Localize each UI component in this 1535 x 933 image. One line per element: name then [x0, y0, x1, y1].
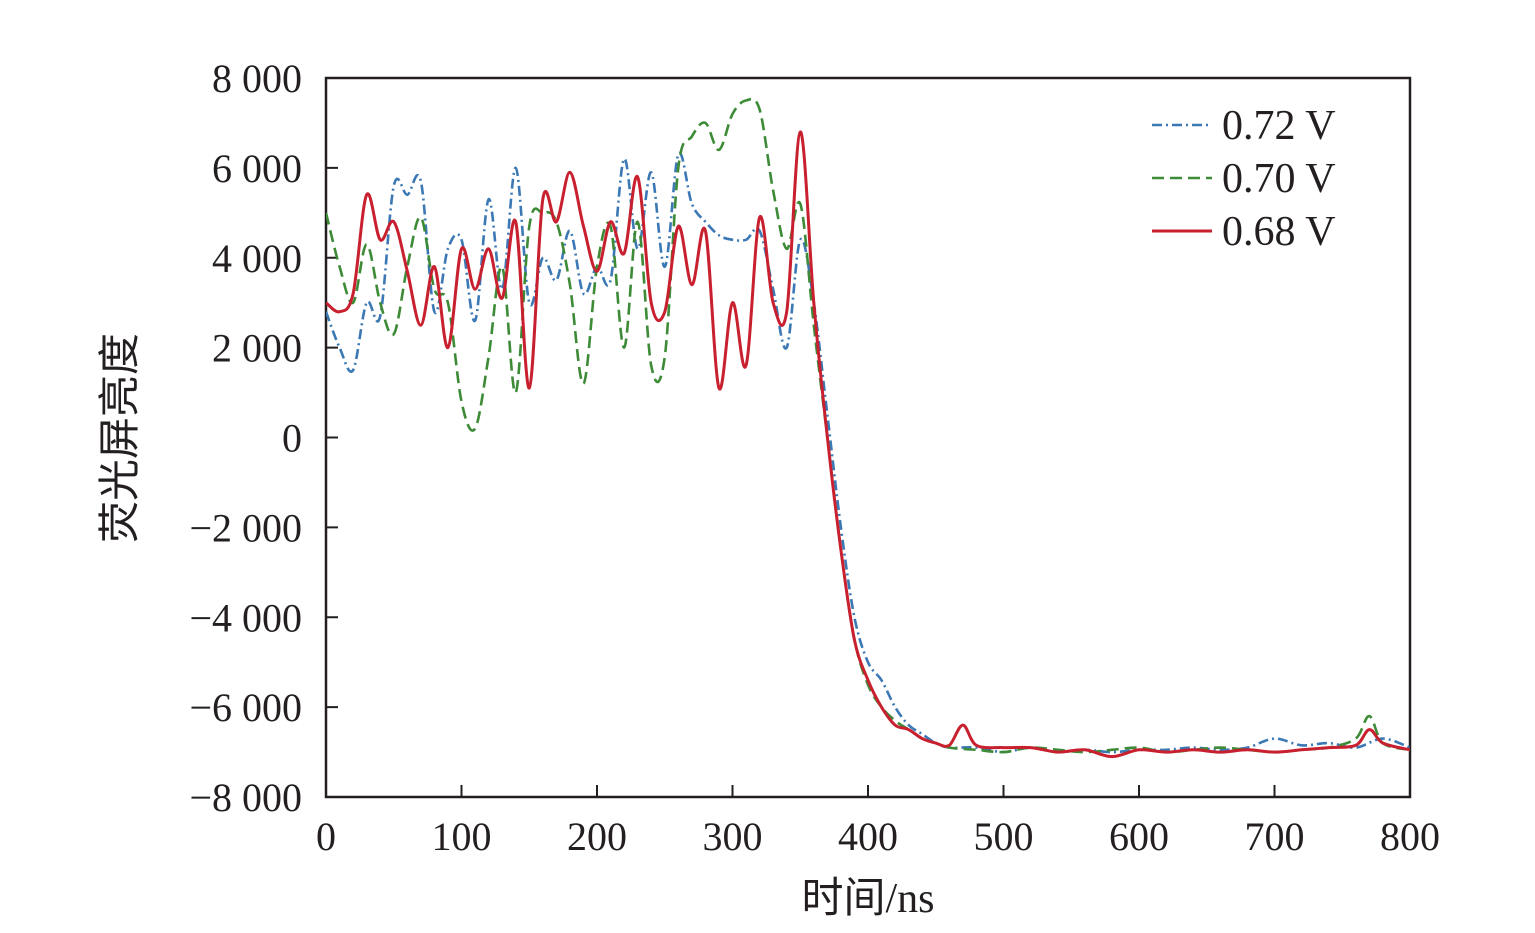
y-tick-label: 4 000: [212, 236, 302, 281]
series-line-0-68-V: [326, 130, 1410, 759]
legend-label: 0.68 V: [1222, 209, 1336, 255]
y-tick-label: 8 000: [212, 56, 302, 101]
y-axis-label: 荧光屏亮度: [97, 333, 144, 543]
x-tick-label: 800: [1380, 814, 1440, 859]
x-tick-label: 300: [703, 814, 763, 859]
legend-label: 0.72 V: [1222, 103, 1336, 149]
x-tick-label: 700: [1245, 814, 1305, 859]
x-tick-label: 100: [432, 814, 492, 859]
legend: 0.72 V 0.70 V 0.68 V: [1152, 103, 1336, 255]
legend-label: 0.70 V: [1222, 156, 1336, 202]
y-tick-label: −2 000: [189, 505, 302, 550]
x-tick-label: 600: [1109, 814, 1169, 859]
x-tick-label: 500: [974, 814, 1034, 859]
x-tick-label: 0: [316, 814, 336, 859]
y-tick-label: −4 000: [189, 595, 302, 640]
x-tick-label: 200: [567, 814, 627, 859]
series-lines: [326, 97, 1410, 759]
axis-ticks: [325, 77, 1411, 798]
y-tick-label: −8 000: [189, 775, 302, 820]
y-tick-label: −6 000: [189, 685, 302, 730]
y-tick-label: 0: [282, 416, 302, 461]
series-line-0-70-V: [326, 97, 1410, 754]
y-tick-label: 2 000: [212, 326, 302, 371]
x-tick-label: 400: [838, 814, 898, 859]
x-axis-label: 时间/ns: [801, 876, 934, 922]
y-tick-labels: 8 000 6 000 4 000 2 000 0 −2 000 −4 000 −6 000 −…: [189, 56, 302, 820]
x-tick-labels: 0 100 200 300 400 500 600 700 800: [316, 814, 1440, 859]
y-tick-label: 6 000: [212, 146, 302, 191]
